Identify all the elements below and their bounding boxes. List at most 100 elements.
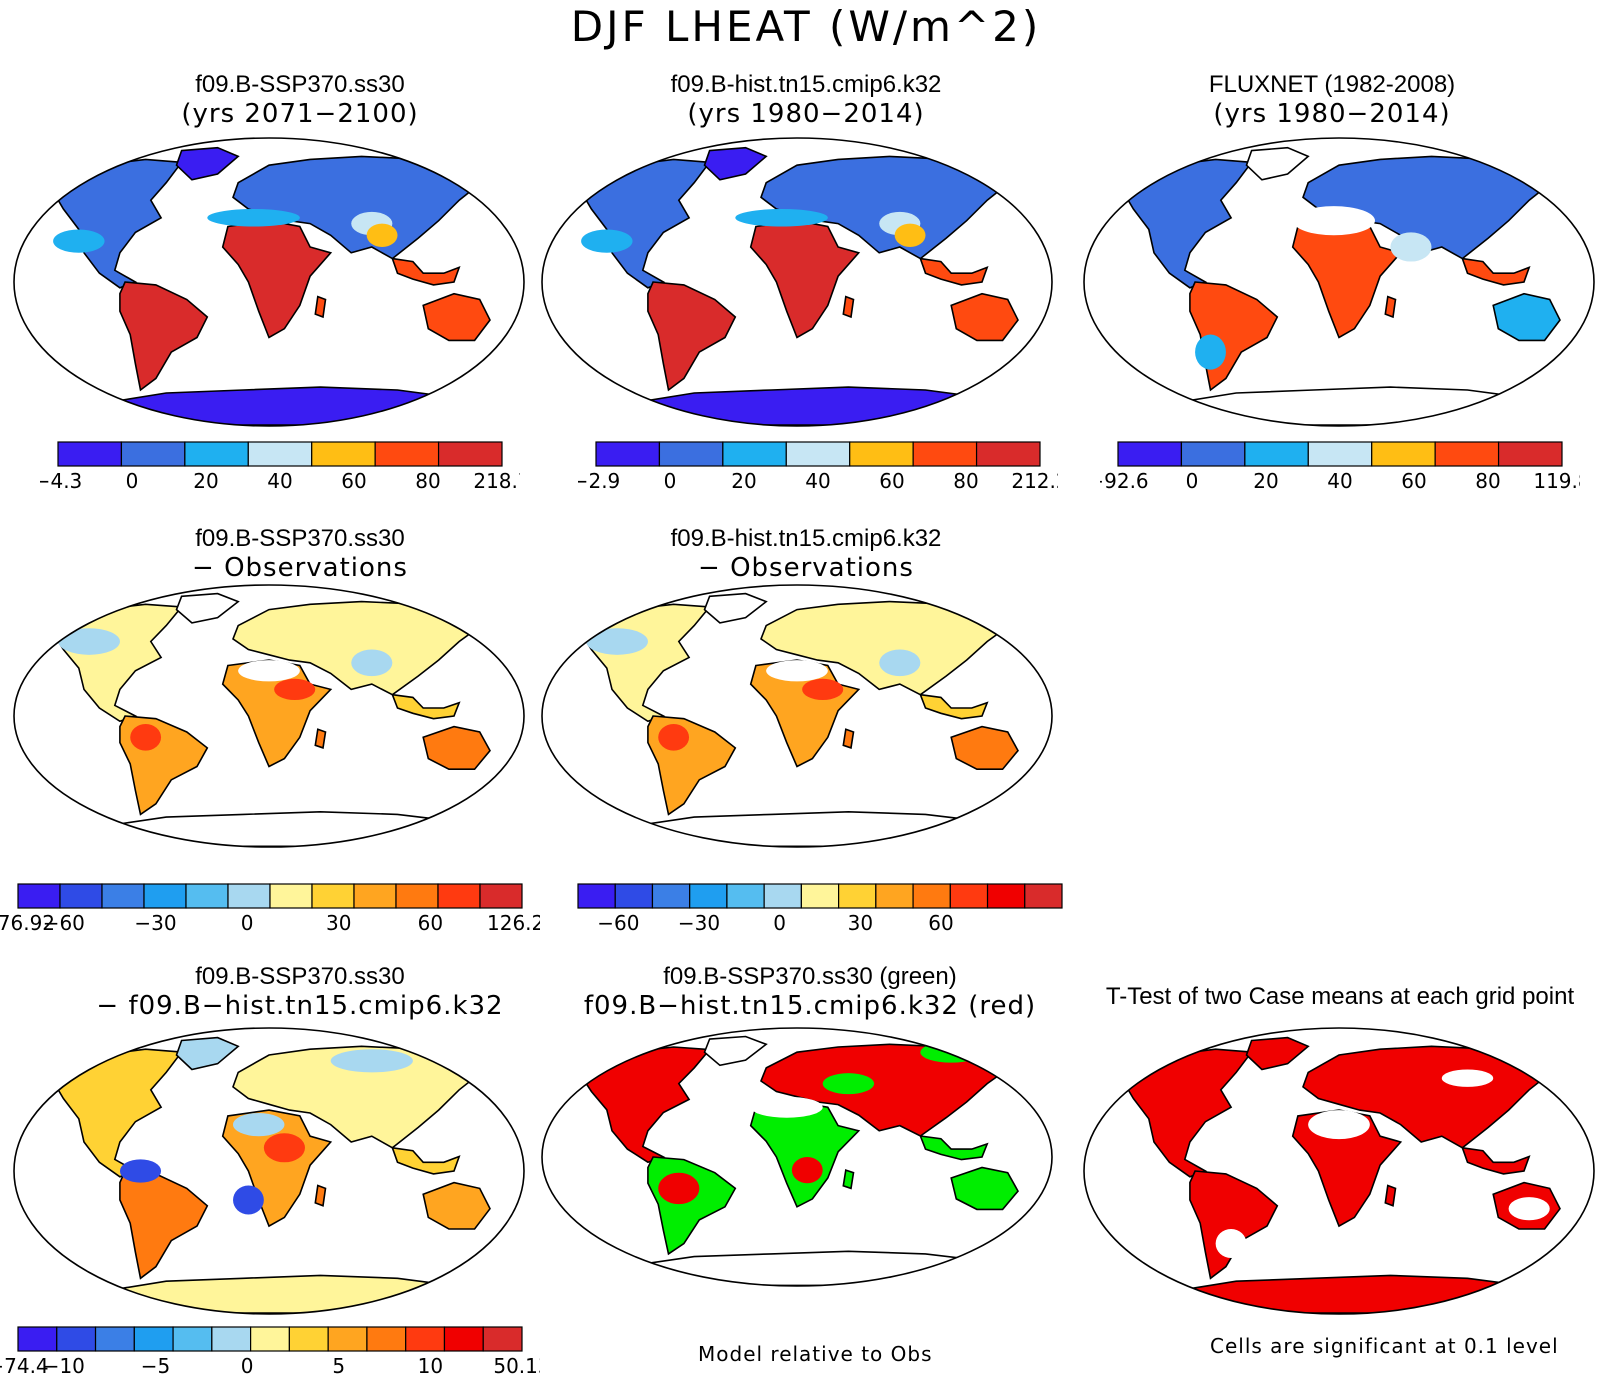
panel-p5-title-line2: − Observations bbox=[698, 553, 914, 583]
map-panel-p2 bbox=[541, 137, 1053, 427]
colorbar-tick-label: 60 bbox=[879, 469, 904, 493]
colorbar-swatch bbox=[353, 883, 397, 909]
field-patch bbox=[735, 209, 828, 227]
field-patch bbox=[130, 723, 162, 751]
colorbar-p1: −4.3 0 20 40 60 80 218.7 bbox=[40, 441, 520, 493]
colorbar-swatch bbox=[785, 441, 851, 467]
colorbar-swatch bbox=[838, 883, 877, 909]
landmass-madagascar bbox=[314, 1184, 327, 1207]
colorbar-tick-label: −4.3 bbox=[40, 469, 82, 493]
colorbar-swatch bbox=[311, 883, 355, 909]
landmass-madagascar bbox=[314, 728, 327, 749]
field-patch bbox=[879, 649, 921, 677]
colorbar-tick-label: 119.8 bbox=[1533, 469, 1580, 493]
landmass-se-asia bbox=[391, 693, 461, 720]
landmass-madagascar bbox=[842, 295, 855, 319]
colorbar-swatch bbox=[986, 883, 1026, 909]
landmass-north-america bbox=[52, 158, 184, 289]
colorbar-tick-label: −92.6 bbox=[1100, 469, 1149, 493]
landmass-south-america bbox=[1189, 1170, 1279, 1280]
panel-p3-title-line2: (yrs 1980−2014) bbox=[1213, 99, 1451, 129]
colorbar-tick-label: −76.92 bbox=[0, 911, 55, 935]
landmass-australia bbox=[1492, 292, 1561, 342]
landmass-south-america bbox=[119, 281, 209, 392]
colorbar-swatch bbox=[1117, 441, 1183, 467]
colorbar-tick-label: 10 bbox=[418, 1354, 443, 1378]
landmass-madagascar bbox=[1384, 295, 1397, 319]
field-patch bbox=[330, 1049, 413, 1073]
landmass-greenland bbox=[703, 592, 768, 624]
colorbar-tick-label: 0 bbox=[241, 911, 254, 935]
panel-title-p1: f09.B-SSP370.ss30 (yrs 2071−2100) bbox=[40, 73, 560, 129]
landmass-madagascar bbox=[842, 1169, 855, 1190]
landmass-eurasia bbox=[1302, 1045, 1557, 1149]
landmass-eurasia bbox=[232, 1045, 487, 1149]
figure-title: DJF LHEAT (W/m^2) bbox=[570, 2, 1042, 51]
colorbar-tick-label: 40 bbox=[805, 469, 830, 493]
colorbar-swatch bbox=[374, 441, 440, 467]
colorbar-swatch bbox=[1371, 441, 1436, 467]
colorbar-swatch bbox=[975, 441, 1041, 467]
colorbar-swatch bbox=[658, 441, 724, 467]
landmass-se-asia bbox=[919, 257, 989, 286]
field-patch bbox=[58, 628, 120, 655]
landmass-north-america bbox=[1122, 1048, 1254, 1178]
field-patch bbox=[1308, 1110, 1370, 1140]
colorbar-swatch bbox=[120, 441, 186, 467]
landmass-north-america bbox=[1122, 158, 1254, 289]
colorbar-swatch bbox=[800, 883, 840, 909]
colorbar-swatch bbox=[437, 441, 503, 467]
map-border bbox=[13, 137, 525, 427]
field-patch bbox=[750, 1096, 823, 1118]
panel-p1-title-line2: (yrs 2071−2100) bbox=[181, 99, 419, 129]
colorbar-swatch bbox=[875, 883, 914, 909]
field-patch bbox=[1441, 1069, 1494, 1087]
map-border bbox=[541, 1027, 1053, 1287]
colorbar-tick-label: 20 bbox=[193, 469, 218, 493]
map-panel-p8 bbox=[541, 1027, 1053, 1287]
map-border bbox=[13, 1027, 525, 1315]
colorbar-tick-label: 218.7 bbox=[473, 469, 520, 493]
colorbar-tick-label: 0 bbox=[126, 469, 139, 493]
landmass-africa bbox=[221, 1109, 333, 1228]
colorbar-tick-label: 40 bbox=[1327, 469, 1352, 493]
landmass-madagascar bbox=[1384, 1184, 1397, 1207]
colorbar-swatch bbox=[614, 883, 654, 909]
field-patch bbox=[791, 1157, 823, 1184]
colorbar-tick-label: 212.2 bbox=[1011, 469, 1058, 493]
colorbar-tick-label: 60 bbox=[1401, 469, 1426, 493]
landmass-north-america bbox=[52, 1048, 184, 1178]
landmass-se-asia bbox=[391, 257, 461, 286]
field-patch bbox=[1215, 1229, 1247, 1258]
landmass-greenland bbox=[175, 592, 240, 624]
map-panel-p3 bbox=[1083, 137, 1595, 427]
colorbar-p5: −60 −30 0 30 60 bbox=[577, 883, 1063, 935]
field-patch bbox=[586, 628, 648, 655]
colorbar-swatch bbox=[405, 1326, 446, 1352]
landmass-australia bbox=[422, 1181, 491, 1230]
landmass-north-america bbox=[580, 158, 712, 289]
panel-p5-title-line1: f09.B-hist.tn15.cmip6.k32 bbox=[670, 525, 942, 552]
colorbar-swatch bbox=[912, 441, 978, 467]
colorbar-swatch bbox=[366, 1326, 407, 1352]
landmass-se-asia bbox=[1461, 1146, 1531, 1175]
landmass-africa bbox=[749, 1101, 861, 1208]
colorbar-swatch bbox=[311, 441, 376, 467]
landmass-se-asia bbox=[919, 693, 989, 720]
colorbar-swatch bbox=[577, 883, 616, 909]
colorbar-tick-label: 60 bbox=[341, 469, 366, 493]
landmass-africa bbox=[1291, 1109, 1403, 1228]
colorbar-swatch bbox=[1024, 883, 1063, 909]
landmass-greenland bbox=[1245, 146, 1310, 181]
field-patch bbox=[53, 229, 105, 253]
map-panel-p1 bbox=[13, 137, 525, 427]
colorbar-swatch bbox=[172, 1326, 213, 1352]
landmass-australia bbox=[422, 725, 491, 770]
colorbar-swatch bbox=[288, 1326, 329, 1352]
colorbar-swatch bbox=[912, 883, 951, 909]
landmass-eurasia bbox=[760, 600, 1015, 696]
colorbar-swatch bbox=[269, 883, 313, 909]
field-patch bbox=[233, 1185, 264, 1215]
map-border bbox=[1083, 1027, 1595, 1315]
significance-note: Cells are significant at 0.1 level bbox=[1210, 1334, 1559, 1358]
